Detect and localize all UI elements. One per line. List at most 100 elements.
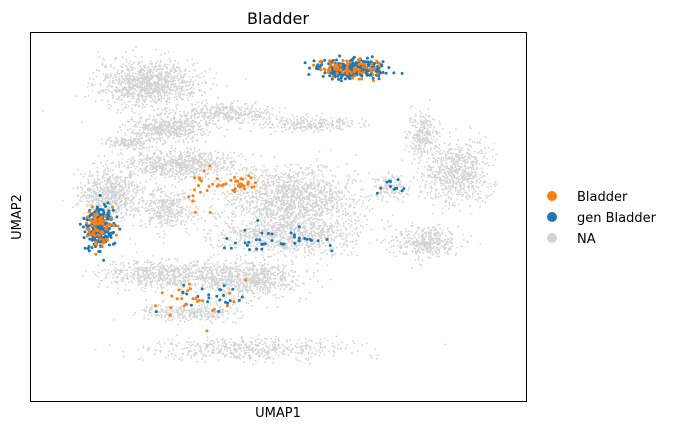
data-point xyxy=(265,202,268,205)
data-point xyxy=(245,102,248,105)
data-point xyxy=(188,168,191,171)
data-point xyxy=(194,134,196,136)
data-point xyxy=(149,132,152,135)
data-point xyxy=(150,193,152,196)
data-point xyxy=(155,101,158,104)
data-point xyxy=(153,96,156,99)
data-point xyxy=(76,202,79,205)
data-point xyxy=(172,209,175,212)
data-point xyxy=(173,75,176,77)
data-point xyxy=(145,155,148,158)
data-point xyxy=(323,185,326,188)
data-point xyxy=(168,109,171,111)
data-point xyxy=(155,149,158,152)
data-point xyxy=(168,156,171,158)
data-point xyxy=(188,70,191,73)
data-point xyxy=(91,202,93,204)
data-point xyxy=(304,168,307,171)
data-point xyxy=(138,62,141,65)
data-point xyxy=(146,77,148,79)
data-point xyxy=(141,186,144,189)
data-point xyxy=(279,236,282,239)
data-point xyxy=(254,113,256,116)
data-point xyxy=(315,158,318,160)
data-point xyxy=(199,111,202,114)
data-point xyxy=(326,202,329,204)
data-point xyxy=(182,192,185,195)
data-point xyxy=(175,157,177,159)
data-point xyxy=(169,199,172,202)
data-point xyxy=(288,126,291,129)
data-point xyxy=(172,204,175,207)
data-point xyxy=(170,93,173,95)
data-point xyxy=(222,113,225,116)
data-point xyxy=(182,98,185,101)
data-point xyxy=(162,86,165,89)
data-point xyxy=(114,78,117,81)
data-point xyxy=(124,180,127,183)
data-point xyxy=(192,135,194,138)
data-point xyxy=(136,174,139,177)
data-point xyxy=(147,205,150,208)
data-point xyxy=(125,199,128,202)
data-point xyxy=(117,208,120,210)
data-point xyxy=(172,136,175,139)
data-point xyxy=(96,170,98,173)
data-point xyxy=(155,87,158,89)
data-point xyxy=(131,69,134,71)
data-point xyxy=(358,199,361,201)
data-point xyxy=(177,92,180,94)
data-point xyxy=(141,224,144,227)
data-point xyxy=(226,203,229,206)
data-point xyxy=(250,110,253,113)
data-point xyxy=(157,217,160,220)
data-point xyxy=(173,129,176,132)
data-point xyxy=(134,168,137,170)
data-point xyxy=(42,109,44,112)
data-point xyxy=(351,198,354,201)
data-point xyxy=(187,125,190,127)
data-point xyxy=(81,121,83,124)
data-point xyxy=(160,96,163,99)
data-point xyxy=(306,173,309,176)
data-point xyxy=(184,73,187,75)
data-point xyxy=(170,212,173,215)
data-point xyxy=(161,206,164,209)
data-point xyxy=(290,124,293,127)
data-point xyxy=(217,167,219,170)
data-point xyxy=(145,103,148,106)
data-point xyxy=(145,121,147,124)
data-point xyxy=(198,173,201,176)
data-point xyxy=(290,121,292,123)
data-point xyxy=(177,175,180,178)
data-point xyxy=(132,97,135,100)
data-point xyxy=(222,103,225,105)
data-point xyxy=(120,129,122,132)
data-point xyxy=(207,178,210,181)
data-point xyxy=(118,196,120,199)
data-point xyxy=(141,170,144,173)
data-point xyxy=(185,231,188,233)
data-point xyxy=(344,121,347,124)
data-point xyxy=(141,163,144,166)
data-point xyxy=(228,114,231,116)
data-point xyxy=(190,148,193,151)
data-point xyxy=(147,65,150,68)
data-point xyxy=(185,118,188,120)
data-point xyxy=(153,194,156,197)
data-point xyxy=(121,157,124,160)
data-point xyxy=(142,104,145,106)
data-point xyxy=(196,140,199,142)
data-point xyxy=(166,76,169,79)
data-point xyxy=(124,94,127,97)
data-point xyxy=(312,188,314,190)
data-point xyxy=(357,173,359,176)
data-point xyxy=(193,171,196,174)
data-point xyxy=(242,121,245,124)
data-point xyxy=(188,157,190,160)
data-point xyxy=(368,194,371,197)
data-point xyxy=(126,81,129,83)
data-point xyxy=(249,207,252,210)
data-point xyxy=(161,174,164,176)
data-point xyxy=(183,79,186,82)
